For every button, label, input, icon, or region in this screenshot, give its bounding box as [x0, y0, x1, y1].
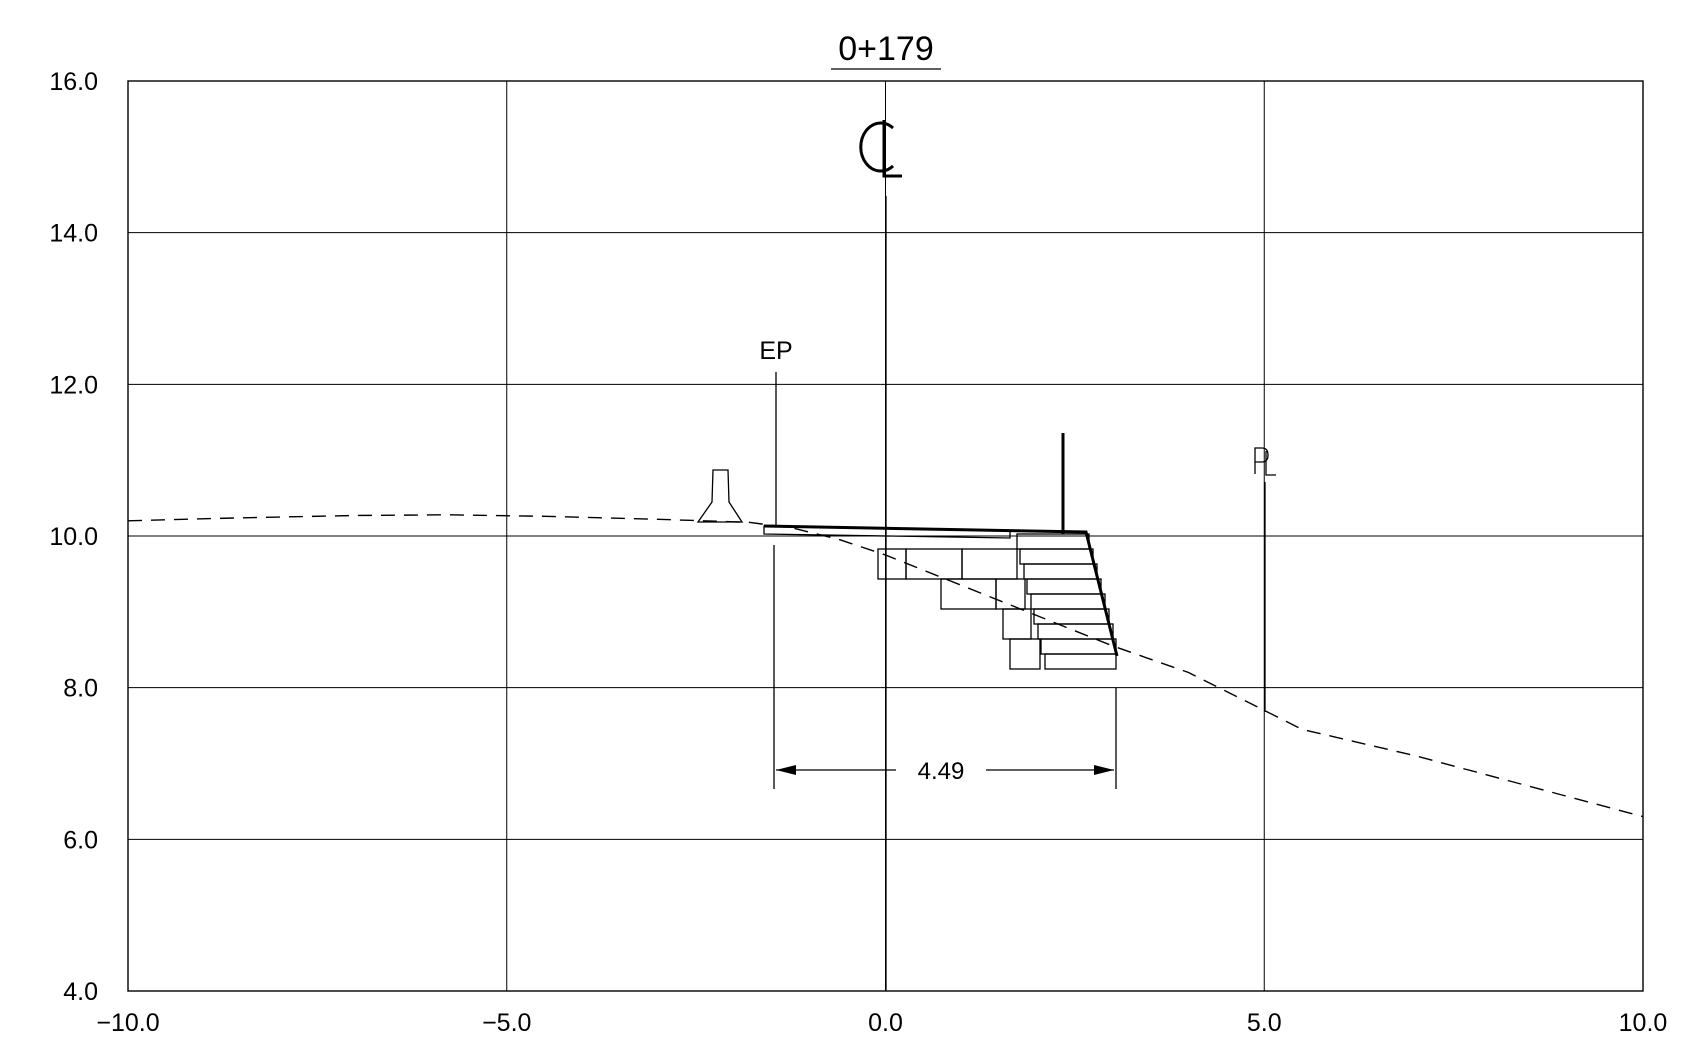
ep-label: EP [759, 337, 792, 365]
y-tick-label: 8.0 [63, 675, 98, 703]
y-tick-label: 16.0 [49, 68, 98, 96]
block [1002, 608, 1032, 640]
wall-course [1030, 593, 1106, 610]
block [961, 548, 1018, 580]
block [1009, 638, 1041, 670]
barrier-profile [696, 469, 744, 523]
centerline-l-glyph [882, 120, 902, 178]
block [940, 578, 997, 610]
x-axis-tick-labels: −10.0 −5.0 0.0 5.0 10.0 [96, 1009, 1667, 1037]
centerline-c-glyph [859, 121, 895, 173]
block [877, 548, 907, 580]
y-tick-label: 4.0 [63, 978, 98, 1006]
edge-of-pavement-marker: EP [759, 337, 793, 526]
x-tick-label: 10.0 [1619, 1009, 1668, 1037]
block [995, 578, 1026, 610]
x-tick-label: 5.0 [1247, 1009, 1282, 1037]
wall-course [1019, 548, 1094, 565]
wall-course [1026, 578, 1102, 595]
x-tick-label: −10.0 [96, 1009, 159, 1037]
chart-title: 0+179 [838, 30, 934, 68]
x-tick-label: 0.0 [868, 1009, 903, 1037]
y-tick-label: 6.0 [63, 826, 98, 854]
centerline-marker [859, 120, 902, 991]
wall-course [1033, 608, 1110, 625]
y-tick-label: 10.0 [49, 523, 98, 551]
y-tick-label: 12.0 [49, 371, 98, 399]
wall-course [1040, 638, 1117, 655]
property-line-marker [1254, 447, 1276, 712]
y-tick-label: 14.0 [49, 220, 98, 248]
dimension-annotation: 4.49 [773, 545, 1117, 789]
dimension-value: 4.49 [918, 758, 965, 785]
dimension-arrow-right [1094, 765, 1114, 775]
retaining-structure [763, 433, 1119, 670]
wall-course [1023, 563, 1098, 580]
pl-symbol [1254, 447, 1276, 476]
dimension-arrow-left [776, 765, 796, 775]
x-tick-label: −5.0 [482, 1009, 531, 1037]
y-axis-tick-labels: 4.0 6.0 8.0 10.0 12.0 14.0 16.0 [49, 68, 98, 1006]
wall-course [1044, 653, 1117, 670]
road-top-surface [763, 524, 1119, 657]
